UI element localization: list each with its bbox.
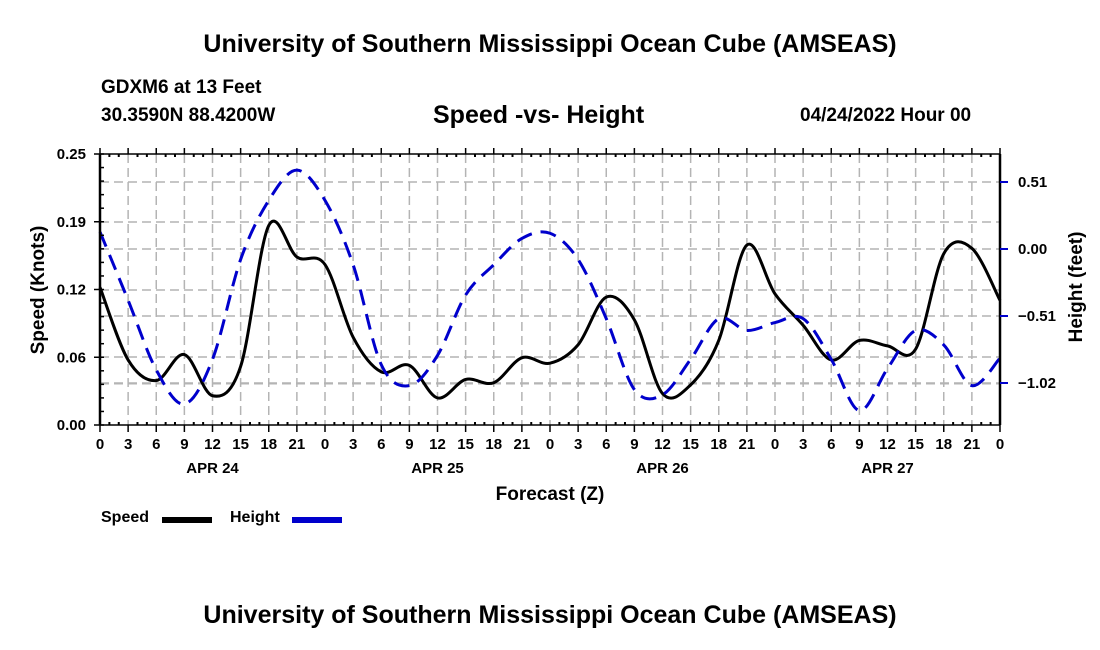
y2-tick-label: −0.51 [1018,308,1056,325]
y-tick-label: 0.12 [57,282,86,299]
x-tick-label: 9 [630,436,638,453]
y2-tick-label: 0.00 [1018,241,1047,258]
x-tick-label: 0 [321,436,329,453]
series-layer [98,168,1002,413]
x-axis-title: Forecast (Z) [496,484,605,505]
date-label: APR 26 [636,460,689,477]
x-tick-label: 6 [377,436,385,453]
x-tick-label: 0 [546,436,554,453]
coordinates-label: 30.3590N 88.4200W [101,105,276,126]
grid [100,154,1000,425]
x-tick-label: 15 [232,436,249,453]
legend-height-swatch [292,517,342,523]
x-tick-label: 3 [124,436,132,453]
legend-height-label: Height [230,509,280,526]
x-tick-label: 15 [457,436,474,453]
main-title: University of Southern Mississippi Ocean… [203,30,897,58]
x-tick-label: 6 [602,436,610,453]
x-tick-label: 18 [935,436,952,453]
y-tick-label: 0.19 [57,214,86,231]
x-tick-label: 3 [799,436,807,453]
y-axis-title: Speed (Knots) [28,226,49,355]
x-tick-label: 3 [349,436,357,453]
x-tick-label: 12 [429,436,446,453]
x-tick-label: 9 [180,436,188,453]
y-axis-right: 0.51 0.00 −0.51 −1.02 [1000,174,1056,392]
plot-title: Speed -vs- Height [433,101,645,129]
date-label: APR 25 [411,460,464,477]
y2-axis-title: Height (feet) [1066,232,1087,343]
x-tick-label: 21 [964,436,981,453]
x-tick-label: 0 [96,436,104,453]
x-tick-label: 0 [996,436,1004,453]
y-tick-label: 0.06 [57,349,86,366]
x-tick-label: 21 [514,436,531,453]
legend-speed-swatch [162,517,212,523]
x-tick-label: 12 [654,436,671,453]
x-tick-label: 18 [485,436,502,453]
forecast-datetime: 04/24/2022 Hour 00 [800,105,972,126]
x-tick-label: 18 [260,436,277,453]
x-tick-label: 21 [739,436,756,453]
y2-tick-label: 0.51 [1018,174,1047,191]
x-tick-label: 9 [405,436,413,453]
footer-title: University of Southern Mississippi Ocean… [203,601,897,629]
x-tick-label: 6 [152,436,160,453]
series-line-speed [98,219,1002,400]
y-axis-left: 0.00 0.06 0.12 0.19 0.25 [57,146,104,434]
y-tick-label: 0.25 [57,146,86,163]
x-tick-label: 12 [879,436,896,453]
legend-speed-label: Speed [101,509,150,526]
x-tick-label: 0 [771,436,779,453]
x-tick-label: 15 [907,436,924,453]
x-axis: 0 3 6 9 12 15 18 21 0 3 6 9 12 15 18 21 0 3 6 9 12 15 18 21 0 3 6 9… [96,148,1004,477]
y-tick-label: 0.00 [57,417,86,434]
x-tick-label: 21 [289,436,306,453]
x-tick-label: 12 [204,436,221,453]
x-tick-label: 15 [682,436,699,453]
station-label: GDXM6 at 13 Feet [101,77,262,98]
x-tick-label: 3 [574,436,582,453]
y2-tick-label: −1.02 [1018,375,1056,392]
date-label: APR 27 [861,460,914,477]
x-tick-label: 6 [827,436,835,453]
x-tick-label: 9 [855,436,863,453]
series-line-height [98,168,1002,413]
date-label: APR 24 [186,460,239,477]
x-tick-label: 18 [710,436,727,453]
